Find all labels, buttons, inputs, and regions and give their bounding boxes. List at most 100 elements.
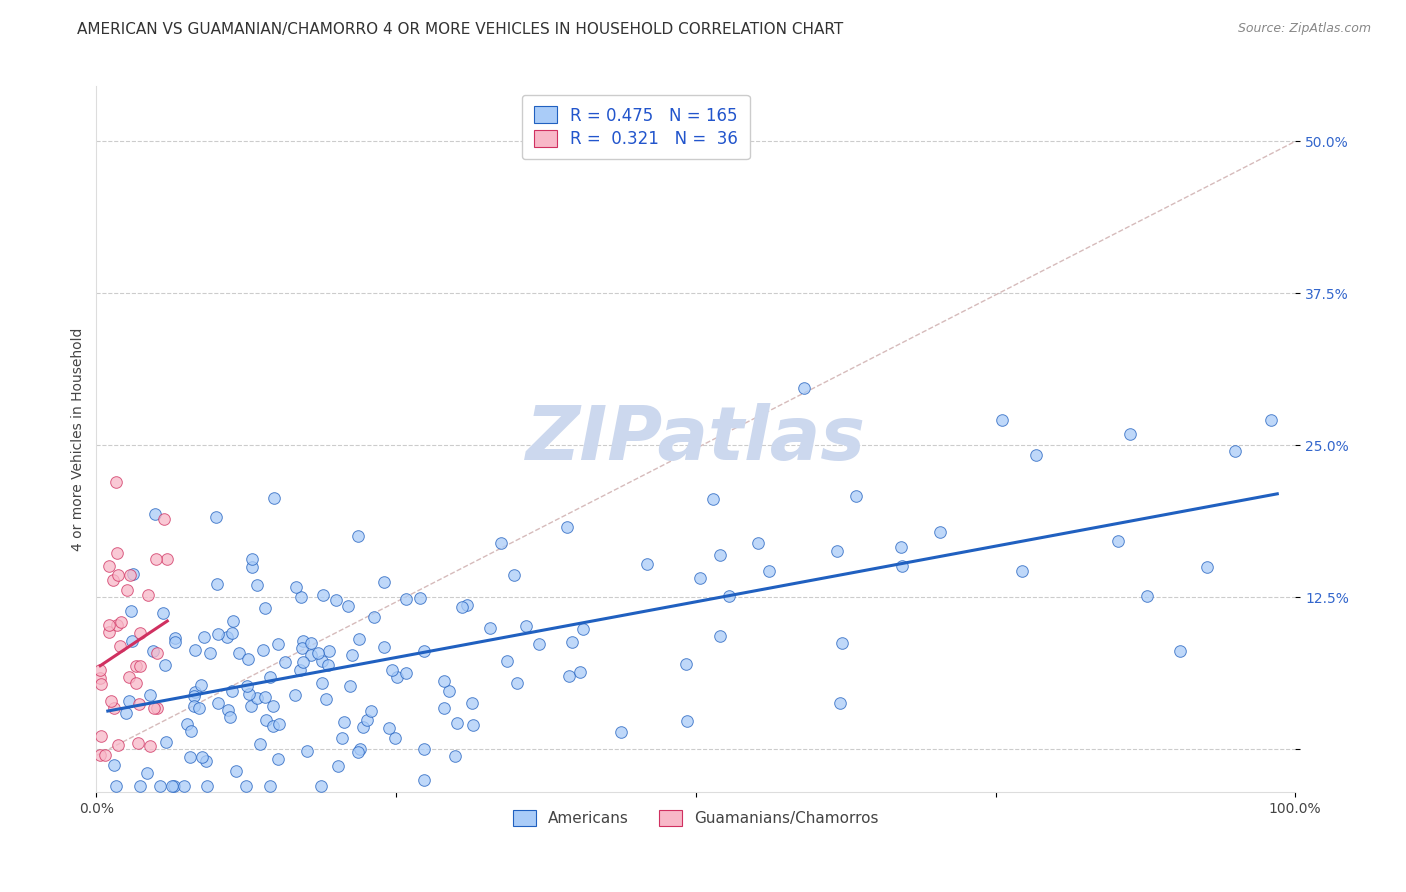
Point [1168, 643, 1191, 657]
Point [479, 621, 502, 635]
Point [356, 714, 378, 728]
Point [347, 529, 370, 543]
Point [118, 567, 141, 582]
Point [156, 552, 179, 566]
Point [118, 670, 141, 684]
Point [299, 636, 322, 650]
Point [207, 696, 229, 710]
Point [163, 779, 186, 793]
Point [222, 614, 245, 628]
Point [107, 568, 129, 582]
Point [165, 635, 187, 649]
Point [301, 648, 323, 662]
Point [309, 779, 332, 793]
Point [439, 684, 461, 698]
Point [188, 700, 211, 714]
Point [290, 590, 312, 604]
Point [107, 738, 129, 752]
Point [252, 642, 274, 657]
Point [228, 646, 250, 660]
Point [718, 589, 741, 603]
Point [443, 748, 465, 763]
Point [191, 750, 214, 764]
Point [259, 779, 281, 793]
Point [1260, 412, 1282, 426]
Point [446, 716, 468, 731]
Point [176, 716, 198, 731]
Text: AMERICAN VS GUAMANIAN/CHAMORRO 4 OR MORE VEHICLES IN HOUSEHOLD CORRELATION CHART: AMERICAN VS GUAMANIAN/CHAMORRO 4 OR MORE… [77, 22, 844, 37]
Point [433, 673, 456, 688]
Point [262, 699, 284, 714]
Point [339, 679, 361, 693]
Point [318, 657, 340, 672]
Point [555, 520, 578, 534]
Point [384, 731, 406, 745]
Point [115, 582, 138, 597]
Point [845, 489, 868, 503]
Y-axis label: 4 or more Vehicles in Household: 4 or more Vehicles in Household [72, 327, 86, 551]
Point [195, 779, 218, 793]
Point [385, 670, 408, 684]
Point [676, 714, 699, 728]
Point [173, 779, 195, 793]
Point [461, 717, 484, 731]
Point [253, 601, 276, 615]
Point [225, 764, 247, 779]
Point [747, 536, 769, 550]
Point [689, 571, 711, 585]
Point [180, 723, 202, 738]
Point [221, 625, 243, 640]
Point [636, 557, 658, 571]
Point [325, 592, 347, 607]
Point [831, 636, 853, 650]
Point [120, 604, 142, 618]
Point [103, 701, 125, 715]
Point [254, 713, 277, 727]
Point [217, 703, 239, 717]
Point [288, 664, 311, 678]
Point [433, 701, 456, 715]
Point [702, 491, 724, 506]
Point [347, 632, 370, 647]
Text: Source: ZipAtlas.com: Source: ZipAtlas.com [1237, 22, 1371, 36]
Point [373, 574, 395, 589]
Point [758, 564, 780, 578]
Point [311, 676, 333, 690]
Point [267, 637, 290, 651]
Point [284, 689, 307, 703]
Point [98, 618, 121, 632]
Point [890, 541, 912, 555]
Point [1197, 560, 1219, 574]
Point [502, 567, 524, 582]
Point [489, 536, 512, 550]
Point [127, 736, 149, 750]
Point [363, 609, 385, 624]
Point [409, 591, 432, 606]
Point [395, 592, 418, 607]
Point [291, 655, 314, 669]
Point [179, 750, 201, 764]
Point [183, 689, 205, 703]
Point [307, 646, 329, 660]
Point [1136, 589, 1159, 603]
Point [107, 617, 129, 632]
Point [352, 719, 374, 733]
Point [347, 745, 370, 759]
Point [267, 717, 290, 731]
Point [318, 643, 340, 657]
Point [330, 731, 353, 745]
Point [340, 648, 363, 662]
Point [129, 779, 152, 793]
Point [235, 679, 257, 693]
Point [460, 696, 482, 710]
Point [190, 678, 212, 692]
Point [138, 588, 160, 602]
Point [246, 690, 269, 705]
Point [450, 600, 472, 615]
Point [709, 548, 731, 562]
Point [103, 573, 125, 587]
Point [413, 742, 436, 756]
Point [89, 748, 111, 763]
Point [249, 737, 271, 751]
Point [129, 626, 152, 640]
